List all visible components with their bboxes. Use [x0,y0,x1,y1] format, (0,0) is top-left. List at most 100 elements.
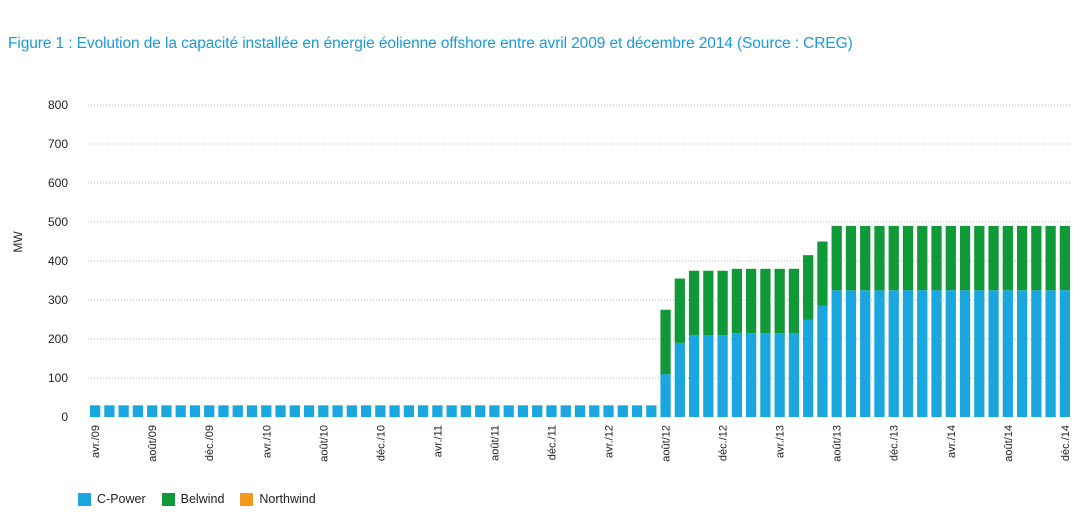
x-tick-label: août/11 [489,425,501,461]
bar-cpower-25 [446,405,457,417]
bar-cpower-0 [90,405,101,417]
bar-cpower-6 [175,405,186,417]
bar-cpower-68 [1059,290,1071,417]
x-tick-label: avr./13 [775,425,787,458]
y-tick-label: 100 [48,371,68,385]
bar-cpower-51 [817,305,828,417]
bar-cpower-8 [204,405,215,417]
legend-item-cpower: C-Power [78,492,146,506]
x-tick-label: août/12 [661,425,673,462]
bar-belwind-51 [817,241,828,306]
bar-belwind-45 [731,268,743,334]
bar-cpower-44 [717,335,728,417]
bar-cpower-43 [703,335,714,417]
bar-cpower-26 [460,405,472,417]
x-tick-label: déc./09 [204,425,216,461]
bar-cpower-12 [261,405,272,417]
y-tick-label: 800 [48,98,68,112]
bar-cpower-41 [674,342,685,417]
bar-cpower-60 [945,290,956,417]
bar-belwind-47 [760,268,771,334]
x-tick-label: août/09 [147,425,159,462]
bar-belwind-41 [674,278,685,343]
bar-cpower-32 [546,405,557,417]
bar-cpower-50 [803,319,814,417]
bar-cpower-54 [860,290,871,417]
bar-cpower-37 [617,405,628,417]
bar-cpower-45 [731,333,743,417]
bar-cpower-40 [660,374,671,417]
bar-belwind-58 [917,225,928,291]
y-tick-label: 700 [48,137,68,151]
bar-cpower-3 [132,405,144,417]
bar-belwind-43 [703,270,714,336]
bar-cpower-59 [931,290,942,417]
legend-item-northwind: Northwind [240,492,316,506]
bar-cpower-13 [275,405,286,417]
bar-cpower-4 [147,405,158,417]
bar-cpower-65 [1016,290,1028,417]
bar-cpower-34 [574,405,586,417]
bar-cpower-67 [1045,290,1056,417]
bar-cpower-31 [532,405,543,417]
bar-cpower-24 [432,405,443,417]
legend-swatch [240,492,254,506]
y-tick-label: 0 [61,410,68,424]
bar-cpower-61 [959,290,971,417]
legend-swatch [161,492,175,506]
bar-belwind-50 [803,255,814,320]
bar-cpower-28 [489,405,500,417]
bar-cpower-36 [603,405,614,417]
x-tick-label: avr./11 [432,425,444,457]
bar-belwind-59 [931,225,942,291]
bar-cpower-63 [988,290,999,417]
bar-belwind-46 [746,268,757,334]
bar-belwind-53 [845,225,857,291]
bar-cpower-39 [646,405,657,417]
y-tick-label: 500 [48,215,68,229]
bar-belwind-65 [1016,225,1028,291]
x-tick-label: août/10 [318,425,330,462]
bar-belwind-48 [774,268,785,334]
bar-cpower-64 [1002,290,1013,417]
bar-cpower-15 [303,405,315,417]
bar-belwind-67 [1045,225,1056,291]
bar-belwind-56 [888,225,899,291]
bar-cpower-18 [346,405,357,417]
bar-cpower-49 [788,333,800,417]
bar-belwind-57 [902,225,914,291]
bar-cpower-46 [746,333,757,417]
bar-belwind-54 [860,225,871,291]
x-tick-label: déc./14 [1060,425,1072,461]
x-tick-label: déc./11 [547,425,559,460]
bar-cpower-23 [418,405,429,417]
legend: C-Power Belwind Northwind [78,492,316,506]
bar-cpower-53 [845,290,857,417]
y-axis-ticks: 0 100 200 300 400 500 600 700 800 [48,98,68,424]
y-tick-label: 400 [48,254,68,268]
bar-belwind-60 [945,225,956,291]
bar-cpower-66 [1031,290,1042,417]
bar-cpower-19 [360,405,372,417]
bar-cpower-29 [503,405,514,417]
bar-cpower-33 [560,405,571,417]
legend-item-belwind: Belwind [161,492,224,506]
bar-cpower-62 [974,290,985,417]
bar-cpower-20 [375,405,386,417]
bar-belwind-40 [660,309,671,375]
bar-cpower-10 [232,405,243,417]
bar-cpower-30 [517,405,529,417]
y-tick-label: 300 [48,293,68,307]
chart-title: Figure 1 : Evolution de la capacité inst… [8,35,853,52]
bar-belwind-44 [717,270,728,336]
bar-cpower-27 [475,405,486,417]
y-tick-label: 600 [48,176,68,190]
bar-cpower-14 [289,405,300,417]
bar-cpower-42 [688,335,700,417]
x-tick-label: août/14 [1003,425,1015,462]
bar-belwind-64 [1002,225,1013,291]
bar-cpower-55 [874,290,885,417]
bar-cpower-1 [104,405,115,417]
bar-belwind-55 [874,225,885,291]
